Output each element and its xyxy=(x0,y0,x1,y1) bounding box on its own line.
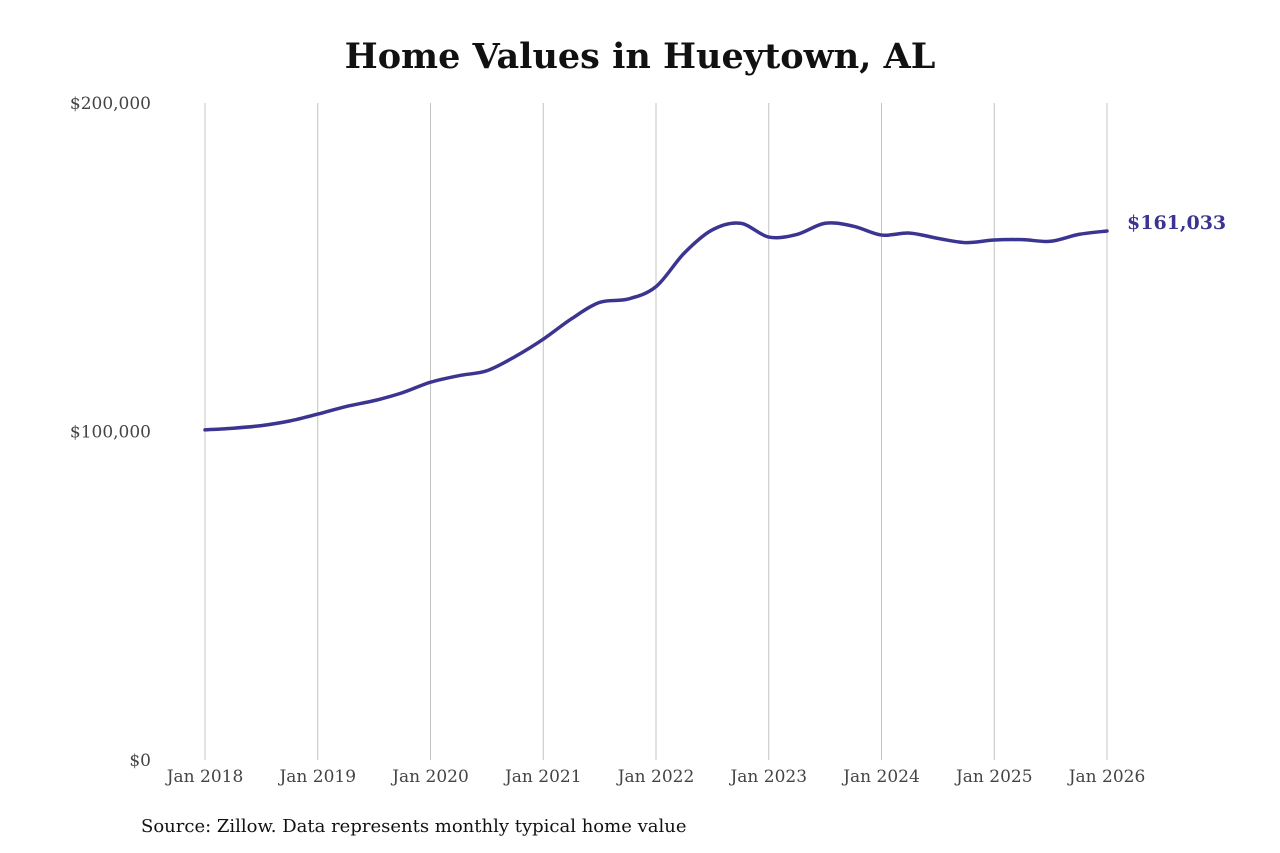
x-tick-label: Jan 2022 xyxy=(616,767,695,787)
y-tick-label: $100,000 xyxy=(70,423,151,443)
source-note: Source: Zillow. Data represents monthly … xyxy=(141,816,687,837)
x-tick-label: Jan 2023 xyxy=(728,767,807,787)
y-tick-label: $0 xyxy=(129,751,151,771)
end-value-label: $161,033 xyxy=(1127,212,1226,234)
x-tick-label: Jan 2021 xyxy=(503,767,582,787)
chart-title: Home Values in Hueytown, AL xyxy=(344,36,936,77)
series-line xyxy=(203,221,1109,432)
x-tick-label: Jan 2019 xyxy=(277,767,356,787)
x-tick-label: Jan 2025 xyxy=(954,767,1033,787)
x-tick-label: Jan 2026 xyxy=(1067,767,1146,787)
x-tick-label: Jan 2018 xyxy=(165,767,244,787)
y-tick-label: $200,000 xyxy=(70,94,151,114)
x-tick-label: Jan 2020 xyxy=(390,767,469,787)
x-tick-label: Jan 2024 xyxy=(841,767,920,787)
